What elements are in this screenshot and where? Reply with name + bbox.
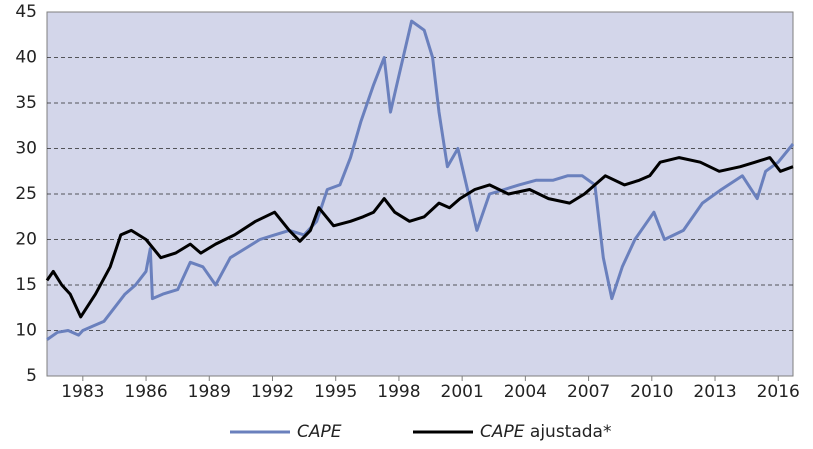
y-tick-label: 30 bbox=[15, 139, 37, 159]
y-tick-label: 15 bbox=[15, 275, 37, 295]
x-tick-label: 1998 bbox=[377, 382, 420, 402]
x-tick-label: 1992 bbox=[251, 382, 294, 402]
y-tick-label: 40 bbox=[15, 48, 37, 68]
x-tick-label: 2007 bbox=[567, 382, 610, 402]
y-tick-label: 35 bbox=[15, 93, 37, 113]
y-tick-label: 20 bbox=[15, 230, 37, 250]
y-tick-label: 45 bbox=[15, 2, 37, 22]
legend-label: CAPE bbox=[297, 422, 342, 442]
y-tick-label: 25 bbox=[15, 184, 37, 204]
x-tick-label: 2001 bbox=[441, 382, 484, 402]
x-tick-label: 1986 bbox=[124, 382, 167, 402]
x-tick-label: 2016 bbox=[757, 382, 800, 402]
y-tick-label: 5 bbox=[26, 366, 37, 386]
x-tick-label: 1995 bbox=[314, 382, 357, 402]
labels: 5 10 15 20 25 30 35 40 45 1983 1986 1989 1992 1995 199… bbox=[15, 2, 800, 442]
series-line bbox=[46, 19, 795, 341]
legend-label: CAPE ajustada* bbox=[480, 422, 611, 442]
x-tick-label: 1983 bbox=[61, 382, 104, 402]
series bbox=[45, 19, 795, 341]
legend-word: CAPE bbox=[480, 422, 525, 442]
series-line bbox=[45, 156, 794, 319]
grid bbox=[47, 57, 793, 381]
x-tick-label: 2010 bbox=[630, 382, 673, 402]
x-tick-label: 2013 bbox=[693, 382, 736, 402]
x-tick-label: 2004 bbox=[504, 382, 547, 402]
y-tick-label: 10 bbox=[15, 321, 37, 341]
legend-word: ajustada* bbox=[525, 422, 612, 442]
legend-word: CAPE bbox=[297, 422, 342, 442]
x-tick-label: 1989 bbox=[188, 382, 231, 402]
